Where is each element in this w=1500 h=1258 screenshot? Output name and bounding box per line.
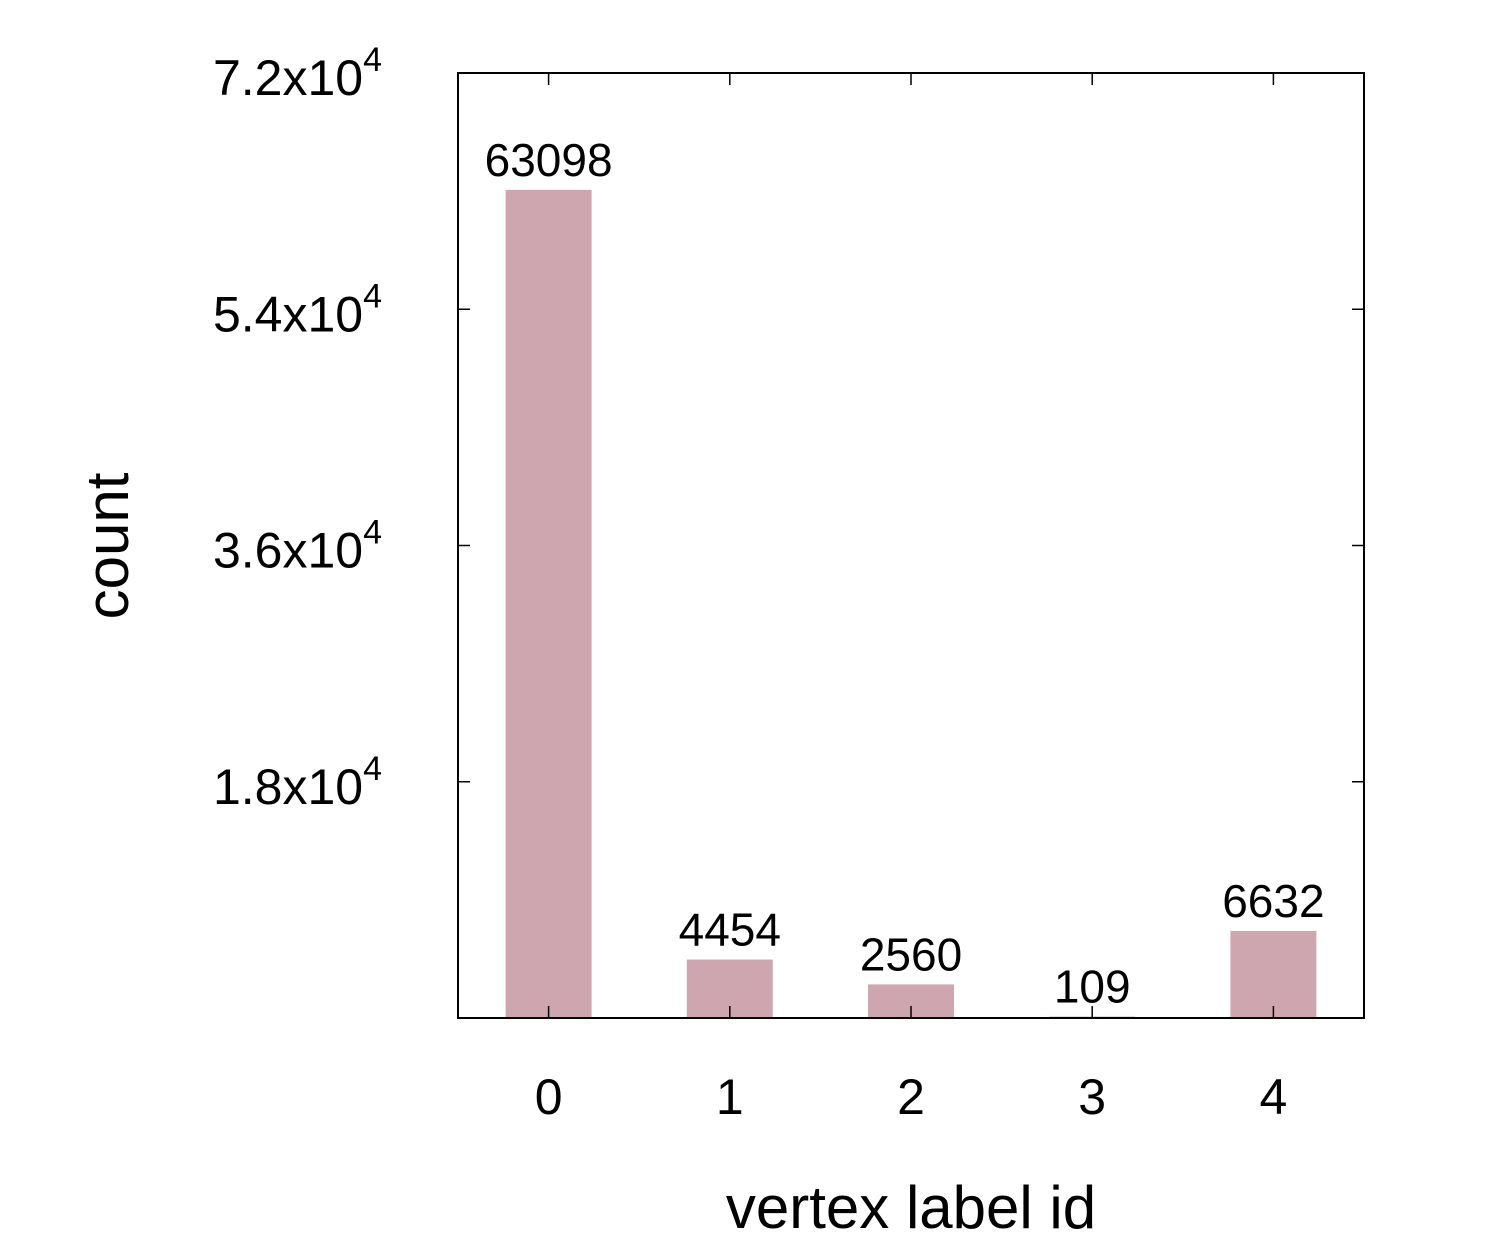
x-tick-label-3: 3 [1078,1069,1106,1125]
ticks-group: 0 1 2 3 4 1.8x104 3.6x104 5.4x104 7.2x104 [213,41,1364,1125]
y-axis-title: count [74,472,141,619]
x-tick-label-4: 4 [1259,1069,1287,1125]
x-axis-title: vertex label id [726,1174,1096,1241]
x-tick-label-0: 0 [535,1069,563,1125]
data-label-2: 2560 [860,928,962,980]
y-tick-label-3: 7.2x104 [213,41,382,106]
data-label-0: 63098 [485,134,613,186]
y-tick-label-2: 5.4x104 [213,277,382,342]
x-tick-label-2: 2 [897,1069,925,1125]
bar-4 [1230,930,1317,1018]
data-label-3: 109 [1054,961,1131,1013]
data-label-1: 4454 [679,904,781,956]
y-tick-label-0: 1.8x104 [213,750,382,815]
bars-group: 63098 4454 2560 109 6632 [485,134,1325,1018]
y-tick-label-1: 3.6x104 [213,514,382,579]
bar-0 [505,189,592,1018]
plot-frame [457,72,1365,1019]
data-label-4: 6632 [1222,875,1324,927]
x-tick-label-1: 1 [716,1069,744,1125]
